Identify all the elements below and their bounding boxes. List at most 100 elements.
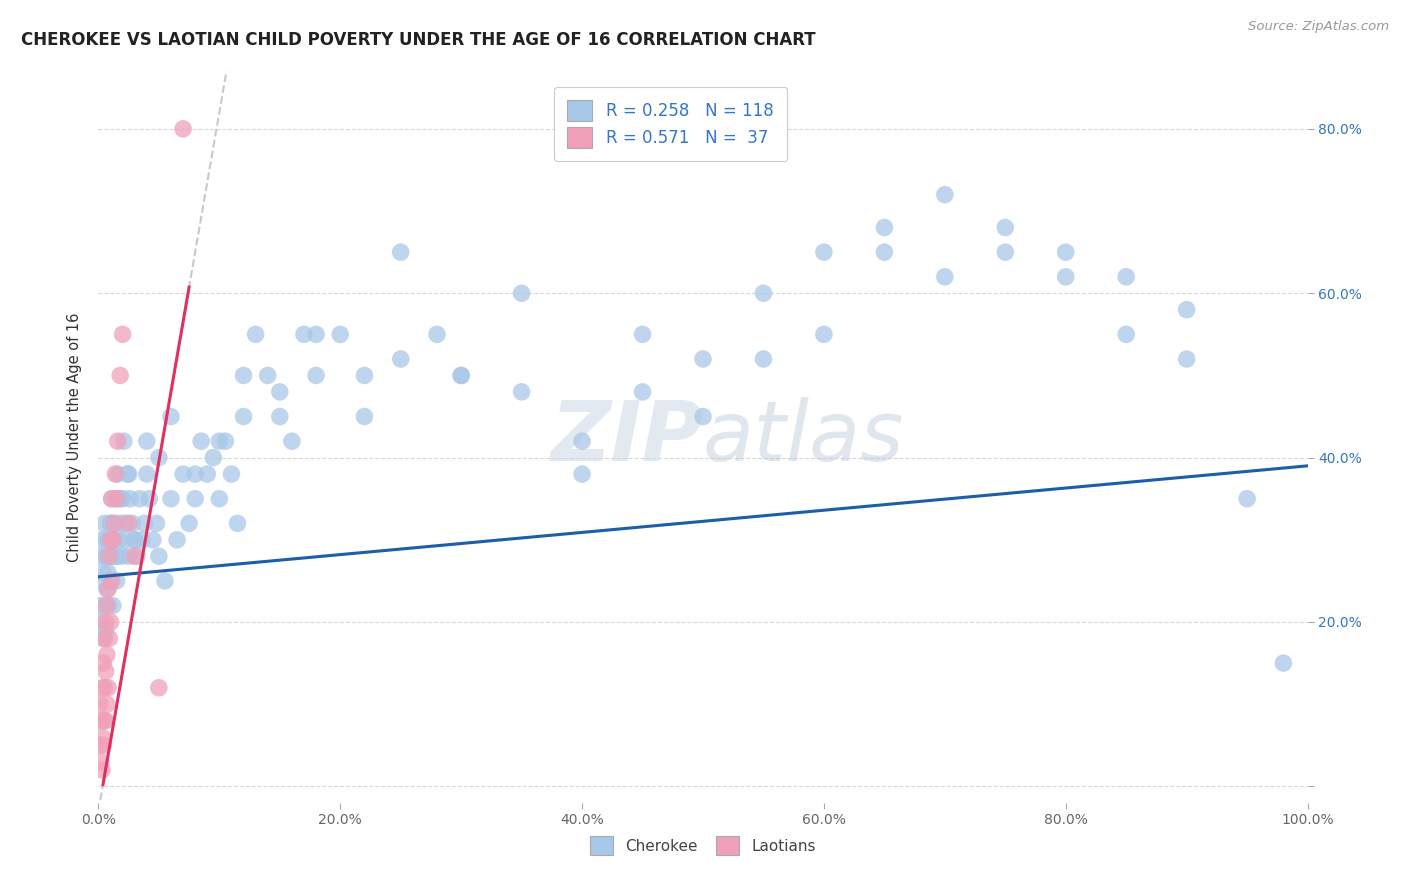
Point: [104, 549, 127, 564]
Point: [100, 533, 122, 547]
Point: [101, 533, 124, 547]
Point: [112, 434, 135, 449]
Point: [94, 615, 117, 629]
Point: [101, 599, 124, 613]
Point: [208, 434, 231, 449]
Point: [90, 574, 112, 588]
Point: [96, 648, 118, 662]
Point: [1054, 245, 1077, 260]
Point: [93, 714, 115, 728]
Point: [221, 467, 243, 481]
Point: [142, 533, 165, 547]
Point: [118, 467, 141, 481]
Point: [166, 533, 188, 547]
Point: [571, 434, 593, 449]
Legend: Cherokee, Laotians: Cherokee, Laotians: [583, 830, 823, 861]
Point: [631, 327, 654, 342]
Point: [1175, 351, 1198, 366]
Text: ZIP: ZIP: [550, 397, 703, 477]
Point: [256, 368, 278, 383]
Point: [98, 533, 121, 547]
Point: [124, 533, 146, 547]
Point: [232, 409, 254, 424]
Point: [179, 516, 201, 531]
Point: [96, 599, 118, 613]
Point: [91, 632, 114, 646]
Point: [94, 624, 117, 638]
Point: [1175, 302, 1198, 317]
Point: [91, 763, 114, 777]
Text: atlas: atlas: [703, 397, 904, 477]
Point: [96, 582, 118, 596]
Point: [94, 665, 117, 679]
Point: [450, 368, 472, 383]
Point: [131, 533, 153, 547]
Point: [184, 491, 207, 506]
Point: [292, 327, 315, 342]
Point: [134, 516, 156, 531]
Point: [172, 121, 194, 136]
Point: [135, 434, 157, 449]
Point: [232, 368, 254, 383]
Point: [117, 467, 139, 481]
Point: [692, 409, 714, 424]
Point: [124, 549, 146, 564]
Point: [389, 245, 412, 260]
Point: [153, 574, 176, 588]
Point: [269, 384, 291, 399]
Point: [148, 450, 170, 465]
Point: [305, 327, 328, 342]
Point: [752, 351, 775, 366]
Point: [138, 491, 160, 506]
Point: [145, 516, 167, 531]
Point: [114, 516, 136, 531]
Point: [195, 467, 218, 481]
Point: [269, 409, 291, 424]
Point: [97, 599, 120, 613]
Point: [329, 327, 352, 342]
Y-axis label: Child Poverty Under the Age of 16: Child Poverty Under the Age of 16: [67, 312, 83, 562]
Point: [93, 516, 115, 531]
Point: [873, 220, 896, 235]
Point: [752, 286, 775, 301]
Point: [114, 533, 136, 547]
Point: [93, 599, 115, 613]
Point: [184, 467, 207, 481]
Point: [108, 368, 131, 383]
Point: [108, 491, 131, 506]
Point: [202, 450, 225, 465]
Point: [103, 516, 125, 531]
Point: [93, 632, 115, 646]
Point: [1115, 269, 1137, 284]
Point: [105, 574, 128, 588]
Point: [93, 681, 115, 695]
Point: [873, 245, 896, 260]
Point: [97, 566, 120, 580]
Point: [105, 491, 128, 506]
Point: [105, 491, 128, 506]
Point: [105, 549, 128, 564]
Point: [121, 516, 143, 531]
Point: [214, 434, 236, 449]
Point: [96, 697, 118, 711]
Point: [100, 516, 122, 531]
Point: [107, 434, 129, 449]
Point: [110, 549, 132, 564]
Point: [107, 467, 129, 481]
Point: [103, 516, 125, 531]
Point: [353, 368, 375, 383]
Point: [389, 351, 412, 366]
Point: [571, 467, 593, 481]
Point: [148, 549, 170, 564]
Point: [91, 615, 114, 629]
Point: [510, 286, 533, 301]
Point: [108, 533, 131, 547]
Point: [118, 516, 141, 531]
Point: [172, 467, 194, 481]
Point: [994, 220, 1017, 235]
Point: [510, 384, 533, 399]
Text: CHEROKEE VS LAOTIAN CHILD POVERTY UNDER THE AGE OF 16 CORRELATION CHART: CHEROKEE VS LAOTIAN CHILD POVERTY UNDER …: [21, 31, 815, 49]
Point: [100, 491, 122, 506]
Point: [98, 549, 121, 564]
Point: [94, 549, 117, 564]
